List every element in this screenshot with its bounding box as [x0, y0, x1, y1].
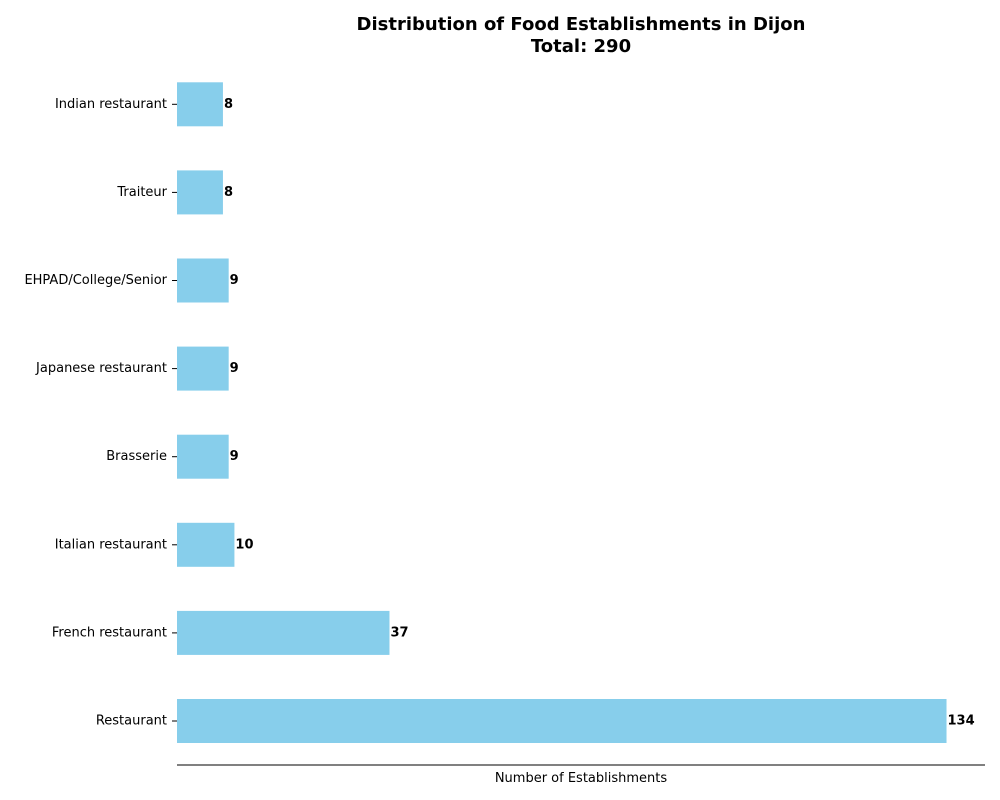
- bar: [177, 170, 223, 215]
- bar-value-label: 9: [230, 449, 239, 464]
- bar: [177, 434, 229, 479]
- chart-title-line-2: Total: 290: [531, 36, 631, 57]
- y-tick-label: Italian restaurant: [55, 537, 167, 552]
- bar: [177, 82, 223, 127]
- bar: [177, 522, 235, 567]
- bar-value-label: 8: [224, 97, 233, 112]
- y-tick-label: EHPAD/College/Senior: [24, 273, 167, 288]
- y-tick-label: Indian restaurant: [55, 97, 167, 112]
- y-tick-label: Brasserie: [106, 449, 167, 464]
- bar: [177, 346, 229, 391]
- bar: [177, 258, 229, 303]
- bars-group: [177, 82, 947, 743]
- x-axis-label: Number of Establishments: [495, 771, 668, 786]
- y-tick-label: Japanese restaurant: [35, 361, 167, 376]
- y-tick-label: French restaurant: [52, 625, 167, 640]
- data-labels: 134 37 10 9 9 9 8 8: [224, 97, 975, 729]
- bar-value-label: 8: [224, 185, 233, 200]
- y-tick-label: Restaurant: [96, 714, 167, 729]
- bar-value-label: 134: [948, 714, 975, 729]
- y-tick-labels: Restaurant French restaurant Italian resta…: [24, 97, 177, 729]
- bar-value-label: 10: [235, 537, 253, 552]
- bar-value-label: 9: [230, 361, 239, 376]
- chart-title-line-1: Distribution of Food Establishments in D…: [357, 14, 806, 35]
- y-tick-label: Traiteur: [116, 185, 167, 200]
- bar: [177, 699, 947, 743]
- bar-value-label: 37: [390, 625, 408, 640]
- bar: [177, 610, 390, 655]
- bar-value-label: 9: [230, 273, 239, 288]
